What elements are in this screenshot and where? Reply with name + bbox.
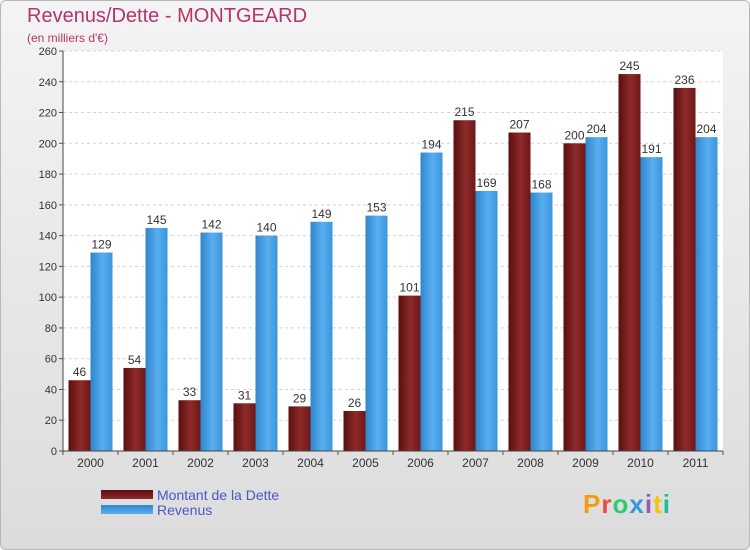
data-label: 142 <box>201 218 221 232</box>
y-tick-label: 260 <box>39 46 57 58</box>
bar-dette <box>123 367 146 451</box>
bar-dette <box>618 74 641 452</box>
bar-revenus <box>200 232 223 451</box>
y-tick-label: 60 <box>45 354 57 366</box>
y-tick-label: 180 <box>39 169 57 181</box>
y-tick-label: 160 <box>39 200 57 212</box>
logo-letter: i <box>662 489 671 519</box>
y-tick-label: 240 <box>39 77 57 89</box>
bar-dette <box>343 411 366 451</box>
data-label: 194 <box>421 138 441 152</box>
data-label: 169 <box>476 176 496 190</box>
bar-revenus <box>475 191 498 451</box>
plot-area <box>63 51 723 451</box>
data-label: 31 <box>238 388 252 402</box>
x-tick-label: 2005 <box>352 456 379 470</box>
legend-item-dette: Montant de la Dette <box>101 486 280 503</box>
y-tick-label: 200 <box>39 138 57 150</box>
legend-swatch-revenus <box>101 505 153 514</box>
x-tick-label: 2003 <box>242 456 269 470</box>
legend-item-revenus: Revenus <box>101 501 279 518</box>
data-label: 168 <box>531 178 551 192</box>
legend-swatch-dette <box>101 490 153 499</box>
bar-dette <box>178 400 201 451</box>
x-tick-label: 2004 <box>297 456 324 470</box>
data-label: 129 <box>91 238 111 252</box>
chart-subtitle: (en milliers d'€) <box>27 31 108 45</box>
proxiti-logo: Proxiti <box>583 489 671 520</box>
bar-revenus <box>310 221 333 451</box>
bar-revenus <box>695 137 718 451</box>
bar-revenus <box>255 235 278 451</box>
legend: Montant de la Dette Revenus <box>101 486 280 518</box>
y-tick-label: 20 <box>45 415 57 427</box>
bar-revenus <box>640 157 663 451</box>
logo-letter: P <box>583 489 602 519</box>
x-tick-label: 2002 <box>187 456 214 470</box>
y-tick-label: 0 <box>51 446 57 458</box>
logo-letter: t <box>653 489 663 519</box>
data-label: 153 <box>366 201 386 215</box>
logo-letter: o <box>612 489 630 519</box>
x-tick-label: 2007 <box>462 456 489 470</box>
data-label: 215 <box>454 105 474 119</box>
legend-label-revenus: Revenus <box>157 501 213 518</box>
bar-revenus <box>530 192 553 452</box>
legend-label-dette: Montant de la Dette <box>157 486 280 503</box>
data-label: 204 <box>696 122 716 136</box>
chart-title: Revenus/Dette - MONTGEARD <box>27 5 308 27</box>
x-tick-label: 2006 <box>407 456 434 470</box>
data-label: 207 <box>509 118 529 132</box>
data-label: 54 <box>128 353 142 367</box>
data-label: 245 <box>619 59 639 73</box>
bar-revenus <box>90 252 113 451</box>
bar-dette <box>233 403 256 451</box>
bar-revenus <box>145 227 168 451</box>
data-label: 46 <box>73 365 87 379</box>
x-tick-label: 2008 <box>517 456 544 470</box>
bar-dette <box>453 120 476 451</box>
data-label: 29 <box>293 391 307 405</box>
data-label: 236 <box>674 73 694 87</box>
bar-dette <box>68 380 91 451</box>
data-label: 140 <box>256 221 276 235</box>
bar-revenus <box>585 137 608 451</box>
bar-dette <box>288 406 311 451</box>
x-tick-label: 2011 <box>683 456 709 470</box>
data-label: 204 <box>586 122 606 136</box>
y-tick-label: 120 <box>39 261 57 273</box>
bar-revenus <box>420 152 443 452</box>
logo-letter: i <box>644 489 654 519</box>
y-tick-label: 140 <box>39 231 57 243</box>
x-tick-label: 2009 <box>572 456 599 470</box>
data-label: 191 <box>641 142 661 156</box>
x-tick-label: 2010 <box>627 456 654 470</box>
y-tick-label: 80 <box>45 323 57 335</box>
data-label: 200 <box>564 128 584 142</box>
bar-dette <box>563 143 586 452</box>
x-tick-label: 2001 <box>132 456 159 470</box>
bar-dette <box>673 87 696 451</box>
x-tick-label: 2000 <box>77 456 104 470</box>
y-tick-label: 100 <box>39 292 57 304</box>
data-label: 26 <box>348 396 362 410</box>
logo-letter: r <box>601 489 613 519</box>
bar-revenus <box>365 215 388 451</box>
data-label: 101 <box>399 281 419 295</box>
y-tick-label: 40 <box>45 384 57 396</box>
data-label: 149 <box>311 207 331 221</box>
logo-letter: x <box>629 489 645 519</box>
bar-dette <box>398 295 421 451</box>
y-tick-label: 220 <box>39 108 57 120</box>
data-label: 33 <box>183 385 197 399</box>
bar-dette <box>508 132 531 452</box>
data-label: 145 <box>146 213 166 227</box>
